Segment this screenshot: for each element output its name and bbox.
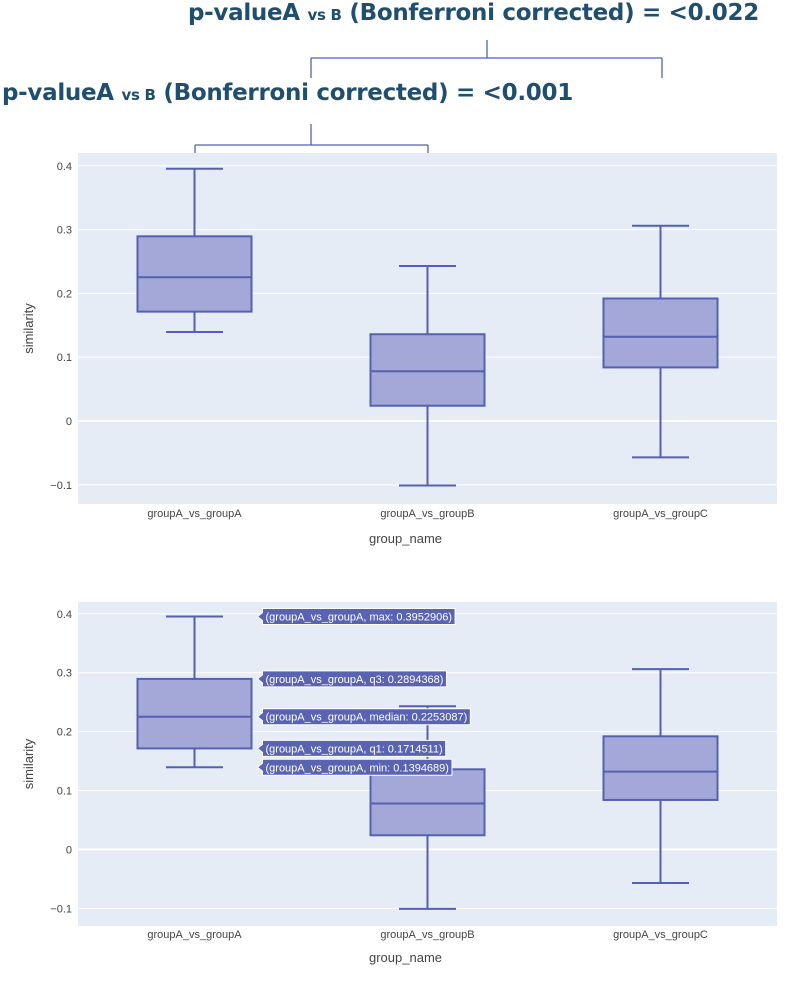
y-tick-label: 0.1	[57, 786, 72, 798]
y-tick-label: −0.1	[50, 903, 72, 915]
y-tick-label: 0.3	[57, 668, 72, 680]
p-value-annotation-bottom: p-valueA vs B (Bonferroni corrected) = <…	[2, 80, 573, 106]
x-tick-label: groupA_vs_groupC	[613, 508, 708, 520]
box-groupA_vs_groupB	[369, 264, 486, 487]
box-plot-panel-1: −0.1 0 0.1 0.2 0.3 0.4 groupA_vs_groupA groupA_…	[21, 153, 777, 546]
y-tick-label: 0.1	[57, 352, 72, 364]
y-tick-label: 0.2	[57, 727, 72, 739]
x-tick-label: groupA_vs_groupB	[380, 929, 474, 941]
annotation-prefix: p-valueA	[188, 0, 300, 26]
y-tick-label: 0	[66, 416, 72, 428]
y-tick-label: 0.4	[57, 161, 72, 173]
p-value-annotation-top: p-valueA vs B (Bonferroni corrected) = <…	[188, 0, 759, 26]
box-groupA_vs_groupC	[602, 224, 719, 459]
box-groupA_vs_groupA	[136, 167, 253, 334]
hover-label-text: (groupA_vs_groupA, max: 0.3952906)	[266, 612, 453, 624]
y-tick-label: 0.2	[57, 288, 72, 300]
annotation-sub: vs B	[307, 6, 342, 24]
hover-label-box	[256, 739, 447, 757]
significance-bracket	[310, 40, 663, 78]
annotation-prefix: p-valueA	[2, 80, 114, 106]
y-tick-label: 0.4	[57, 609, 72, 621]
y-tick-label: −0.1	[50, 480, 72, 492]
hover-label-q1: (groupA_vs_groupA, q1: 0.1714511)	[256, 739, 447, 757]
y-tick-label: 0	[66, 844, 72, 856]
hover-label-median: (groupA_vs_groupA, median: 0.2253087)	[256, 708, 471, 726]
x-axis-title: group_name	[369, 531, 442, 546]
annotation-suffix: (Bonferroni corrected) = <0.022	[349, 0, 759, 26]
iqr-box	[136, 677, 253, 750]
hover-label-text: (groupA_vs_groupA, q3: 0.2894368)	[266, 674, 444, 686]
iqr-box	[369, 768, 486, 837]
hover-label-text: (groupA_vs_groupA, min: 0.1394689)	[266, 762, 449, 774]
hover-label-q3: (groupA_vs_groupA, q3: 0.2894368)	[256, 670, 447, 688]
iqr-box	[602, 297, 719, 369]
iqr-box	[602, 735, 719, 801]
y-axis-title: similarity	[21, 738, 36, 789]
box-plot-panel-2: −0.1 0 0.1 0.2 0.3 0.4 groupA_vs_groupA groupA_…	[21, 602, 777, 965]
y-axis-title: similarity	[21, 303, 36, 354]
hover-label-box	[256, 708, 471, 726]
hover-label-max: (groupA_vs_groupA, max: 0.3952906)	[256, 608, 456, 626]
x-tick-label: groupA_vs_groupA	[147, 508, 242, 520]
hover-label-box	[256, 758, 453, 776]
hover-label-box	[256, 670, 447, 688]
box-groupA_vs_groupC	[602, 668, 719, 884]
x-tick-label: groupA_vs_groupA	[147, 929, 242, 941]
x-tick-label: groupA_vs_groupC	[613, 929, 708, 941]
box-groupA_vs_groupB	[369, 705, 486, 910]
annotation-suffix: (Bonferroni corrected) = <0.001	[163, 80, 573, 106]
hover-label-min: (groupA_vs_groupA, min: 0.1394689)	[256, 758, 453, 776]
y-tick-label: 0.3	[57, 225, 72, 237]
x-axis-title: group_name	[369, 950, 442, 965]
hover-label-text: (groupA_vs_groupA, median: 0.2253087)	[266, 712, 468, 724]
hover-label-box	[256, 608, 456, 626]
x-tick-label: groupA_vs_groupB	[380, 508, 474, 520]
hover-label-text: (groupA_vs_groupA, q1: 0.1714511)	[266, 743, 443, 755]
annotation-sub: vs B	[121, 86, 156, 104]
iqr-box	[369, 333, 486, 407]
box-groupA_vs_groupA	[136, 615, 253, 769]
iqr-box	[136, 235, 253, 313]
